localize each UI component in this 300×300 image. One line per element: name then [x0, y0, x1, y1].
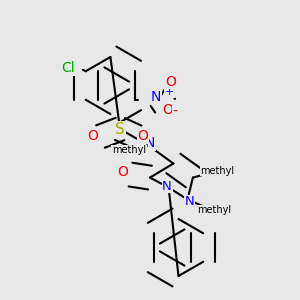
Text: +: +: [165, 87, 174, 97]
Text: S: S: [115, 122, 125, 136]
Text: Cl: Cl: [61, 61, 75, 75]
Text: N: N: [162, 179, 172, 193]
Text: N: N: [151, 90, 161, 104]
Text: O: O: [118, 165, 128, 179]
Text: methyl: methyl: [112, 145, 146, 155]
Text: O: O: [88, 130, 98, 143]
Text: methyl: methyl: [197, 205, 232, 215]
Text: -: -: [172, 105, 177, 119]
Text: N: N: [185, 195, 195, 208]
Text: methyl: methyl: [200, 166, 235, 176]
Text: O: O: [138, 130, 148, 143]
Text: O: O: [163, 103, 173, 117]
Text: N: N: [145, 136, 155, 150]
Text: O: O: [166, 75, 176, 89]
